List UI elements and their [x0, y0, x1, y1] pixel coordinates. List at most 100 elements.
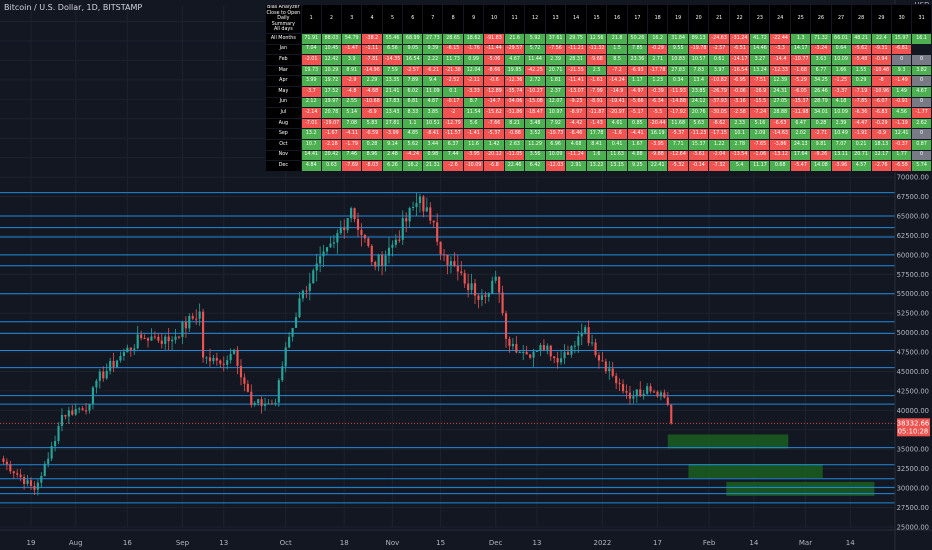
day-header: 3: [342, 5, 362, 33]
candle-body: [652, 391, 656, 393]
candle-body: [515, 344, 518, 353]
x-tick-label: Mar: [799, 539, 812, 547]
candle-body: [236, 349, 239, 366]
bias-cell: 23.36: [627, 55, 647, 65]
bias-cell: 3.44: [423, 139, 443, 150]
y-tick-label: 35000.00: [897, 446, 929, 454]
bias-cell: -5.66: [627, 97, 647, 108]
bias-cell: 5.16: [750, 118, 770, 129]
candle-body: [67, 410, 70, 417]
bias-cell: -5.17: [627, 108, 647, 118]
day-header: 21: [709, 5, 729, 33]
candle-body: [425, 207, 428, 212]
candle-body: [601, 360, 604, 362]
candle-body: [429, 207, 432, 221]
y-tick-label: 27500.00: [897, 504, 929, 512]
candle-body: [288, 336, 291, 348]
bias-cell: 3.9: [342, 55, 362, 65]
bias-cell: -12.79: [443, 118, 463, 129]
x-tick-label: Dec: [489, 539, 503, 547]
candle-body: [325, 247, 329, 252]
horizontal-levels: [0, 192, 895, 504]
bias-cell: -0.06: [729, 86, 750, 97]
price-tag: [897, 418, 930, 437]
candle-body: [594, 342, 597, 356]
bias-cell: -8.62: [709, 118, 729, 129]
day-header: 7: [423, 5, 443, 33]
candle-body: [343, 227, 346, 231]
candle-body: [105, 370, 108, 379]
bias-cell: 16.2: [403, 161, 423, 171]
day-header: 26: [811, 5, 831, 33]
bias-cell: 7.04: [301, 44, 321, 55]
candle-body: [257, 399, 260, 403]
bias-cell: -20.44: [647, 118, 668, 129]
bias-cell: 3.52: [525, 129, 545, 139]
candle-body: [350, 208, 353, 219]
day-header: 25: [790, 5, 811, 33]
day-header: 1: [301, 5, 321, 33]
bias-cell: -5.5: [647, 108, 668, 118]
table-row: Jul -2.14 20.78 5.14 -8.9 13.43 8.33 3.85 -2 11.5…: [266, 108, 931, 118]
bias-cell: 5.92: [525, 34, 545, 44]
bias-cell: -3.96: [831, 161, 851, 171]
bias-cell: 8.41: [586, 139, 607, 150]
candle-body: [487, 293, 490, 297]
day-header: 6: [403, 5, 423, 33]
chart-title: Bitcoin / U.S. Dollar, 1D, BITSTAMP: [4, 3, 143, 12]
bias-cell: 11.73: [443, 55, 463, 65]
candle-body: [618, 383, 621, 385]
bias-cell: 1.17: [627, 76, 647, 86]
bias-cell: -8.41: [423, 129, 443, 139]
bias-cell: 5.4: [729, 161, 750, 171]
bias-cell: 2.55: [342, 97, 362, 108]
bias-cell: 66.01: [831, 34, 851, 44]
day-header: 4: [362, 5, 382, 33]
candle-body: [226, 360, 229, 365]
bias-cell: 0: [912, 129, 931, 139]
bias-cell: -15.08: [525, 97, 545, 108]
bias-cell: -0.9: [871, 129, 892, 139]
bias-cell: 12.39: [770, 76, 790, 86]
table-title-line: Close to Open: [266, 10, 301, 16]
day-header: 10: [484, 5, 504, 33]
day-header: 11: [504, 5, 525, 33]
candle-body: [246, 383, 249, 392]
row-label: All Months: [266, 34, 301, 44]
candle-body: [12, 471, 15, 474]
candle-body: [549, 345, 552, 357]
table-row: Mar 19.73 10.29 8.91 -14.96 7.59 -2.57 -6.21 -21…: [266, 65, 931, 76]
bias-cell: 4.18: [831, 97, 851, 108]
candle-body: [339, 227, 342, 234]
bias-cell: 1.49: [892, 86, 912, 97]
y-tick-label: 70000.00: [897, 174, 929, 182]
bias-cell: 1.5: [607, 44, 627, 55]
bias-cell: -2.71: [811, 129, 831, 139]
bias-cell: -0.29: [647, 44, 668, 55]
bias-cell: -3.95: [463, 150, 484, 161]
bias-cell: 1.77: [892, 150, 912, 161]
candle-body: [160, 340, 163, 344]
candle-body: [29, 480, 33, 486]
bias-cell: 5.14: [342, 108, 362, 118]
bias-cell: 6.81: [403, 97, 423, 108]
bias-cell: 4.67: [912, 86, 931, 97]
candle-body: [150, 336, 153, 341]
time-axis: 19 Aug 16 Sep 13 Oct 18 Nov 15 Dec 13 2022 17 Feb 14 Ma…: [0, 529, 932, 547]
bias-cell: 3.82: [912, 65, 931, 76]
bias-cell: 19.85: [504, 65, 525, 76]
table-row: Dec 4.84 0.63 -7.69 -8.03 6.26 16.2 21.31 -2.6 -1…: [266, 161, 931, 171]
bias-cell: 2.33: [729, 118, 750, 129]
candle-body: [146, 338, 150, 341]
candle-body: [81, 408, 84, 411]
row-label: Apr: [266, 76, 301, 86]
bias-cell: -16.54: [729, 65, 750, 76]
bias-cell: 2.63: [504, 139, 525, 150]
bias-cell: 1.1: [403, 118, 423, 129]
bias-cell: -3.24: [811, 44, 831, 55]
bias-cell: -24.63: [709, 34, 729, 44]
x-tick-label: 17: [653, 539, 662, 547]
candle-body: [659, 392, 662, 397]
candle-body: [377, 254, 380, 267]
